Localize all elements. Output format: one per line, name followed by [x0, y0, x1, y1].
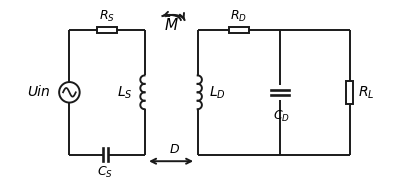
Text: Uin: Uin [27, 85, 50, 99]
Text: $L_S$: $L_S$ [117, 84, 133, 100]
Bar [97, 27, 117, 33]
Text: $D$: $D$ [169, 143, 180, 156]
Text: $C_S$: $C_S$ [97, 165, 113, 180]
Text: $R_S$: $R_S$ [99, 9, 115, 24]
Bar [346, 81, 353, 104]
Text: $C_D$: $C_D$ [273, 109, 290, 124]
Text: $M$: $M$ [163, 17, 178, 33]
Text: $R_D$: $R_D$ [230, 9, 247, 24]
Text: $L_D$: $L_D$ [208, 84, 225, 100]
Text: $R_L$: $R_L$ [357, 84, 373, 100]
Bar [228, 27, 249, 33]
